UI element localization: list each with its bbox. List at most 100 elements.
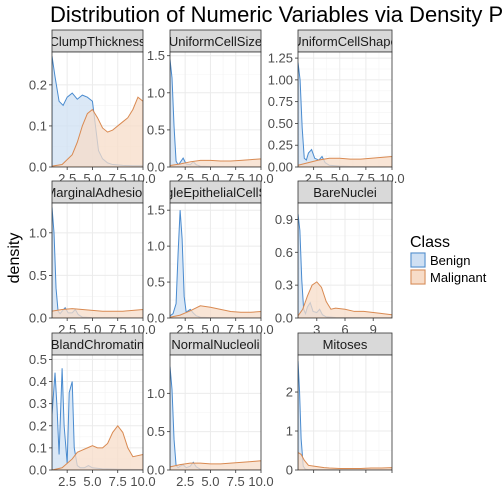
panel-border: [169, 51, 262, 168]
density-malignant: [298, 156, 392, 167]
gridlines: [298, 355, 392, 470]
y-tick-label: 1.0: [147, 386, 165, 401]
y-tick-label: 0.1: [29, 118, 47, 133]
plot-area: [52, 203, 143, 318]
y-tick-label: 0.0: [275, 311, 293, 326]
y-tick-label: 0.5: [147, 424, 165, 439]
y-tick-label: 0.2: [29, 77, 47, 92]
x-tick-label: 9: [370, 322, 377, 337]
y-tick-label: 0.0: [147, 160, 165, 175]
strip-label: Mitoses: [323, 337, 368, 352]
y-tick-label: 0.3: [29, 396, 47, 411]
panel-uniformcellshape: UniformCellShape 0.00 0.25 0.50 0.75 1.00 1.25…: [268, 29, 405, 186]
y-tick-label: 0.5: [147, 122, 165, 137]
legend-title: Class: [410, 234, 450, 251]
y-tick-label: 0.75: [268, 94, 293, 109]
panel-border: [297, 354, 393, 471]
density-malignant: [52, 424, 143, 470]
y-tick-label: 0.9: [275, 212, 293, 227]
x-tick-label: 10.0: [248, 474, 273, 489]
density-malignant: [298, 451, 392, 470]
density-malignant: [298, 281, 392, 318]
chart-title: Distribution of Numeric Variables via De…: [50, 2, 504, 27]
panel-mitoses: Mitoses 0 1 2: [286, 332, 393, 478]
x-tick-label: 10.0: [130, 474, 155, 489]
strip-label: BlandChromatin: [51, 337, 144, 352]
density-areas: [52, 56, 143, 167]
y-tick-label: 1.0: [29, 225, 47, 240]
plot-area: [298, 355, 392, 470]
legend-key-malignant: [410, 269, 426, 285]
density-areas: [52, 368, 143, 470]
gridlines: [52, 203, 143, 318]
gridlines: [170, 52, 261, 167]
strip-label: BareNuclei: [313, 185, 377, 200]
y-tick-label: 0.0: [29, 463, 47, 478]
plot-area: [170, 52, 261, 167]
density-malignant: [52, 96, 143, 167]
y-tick-label: 0.25: [268, 138, 293, 153]
strip-label: SingleEpithelialCellSize: [147, 185, 284, 200]
strip-label: UniformCellSize: [169, 34, 262, 49]
y-tick-label: 2: [286, 385, 293, 400]
x-tick-label: 7.5: [109, 474, 127, 489]
density-malignant: [52, 308, 143, 318]
panel-border: [51, 354, 144, 471]
y-tick-label: 0.5: [29, 268, 47, 283]
panel-border: [51, 51, 144, 168]
x-tick-label: 5.0: [83, 474, 101, 489]
strip-label: MarginalAdhesion: [45, 185, 149, 200]
strip-label: UniformCellShape: [292, 34, 398, 49]
x-tick-label: 2.5: [58, 474, 76, 489]
y-tick-label: 0.4: [29, 374, 47, 389]
gridlines: [170, 203, 261, 318]
strip-label: NormalNucleoli: [171, 337, 259, 352]
y-tick-label: 0.2: [29, 418, 47, 433]
y-tick-label: 0.00: [268, 160, 293, 175]
y-tick-label: 0.0: [147, 463, 165, 478]
y-tick-label: 1: [286, 424, 293, 439]
x-tick-label: 2.5: [176, 474, 194, 489]
x-tick-label: 7.5: [227, 474, 245, 489]
gridlines: [170, 355, 261, 470]
y-tick-label: 0.3: [275, 278, 293, 293]
y-tick-label: 1.0: [147, 85, 165, 100]
y-tick-label: 0.0: [29, 160, 47, 175]
legend: Class Benign Malignant: [410, 234, 487, 285]
x-tick-label: 5.0: [201, 474, 219, 489]
panel-border: [51, 202, 144, 319]
y-axis-title: density: [6, 233, 23, 284]
legend-key-benign: [410, 252, 426, 268]
strip-label: ClumpThickness: [49, 34, 146, 49]
y-tick-label: 1.25: [268, 51, 293, 66]
panel-barenuclei: BareNuclei 0.0 0.3 0.6 0.9 3 6 9: [275, 180, 393, 337]
density-malignant: [170, 460, 261, 470]
panel-border: [297, 51, 393, 168]
y-tick-label: 1.00: [268, 72, 293, 87]
panel-blandchromatin: BlandChromatin 0.0 0.1 0.2 0.3 0.4 0.5 2.5 5.0 7.…: [29, 332, 156, 489]
y-tick-label: 0.1: [29, 440, 47, 455]
density-malignant: [170, 158, 261, 167]
panel-border: [169, 202, 262, 319]
panel-border: [169, 354, 262, 471]
y-tick-label: 0.50: [268, 116, 293, 131]
legend-label-benign: Benign: [430, 253, 470, 268]
y-tick-label: 1.5: [147, 48, 165, 63]
density-malignant: [170, 305, 261, 318]
y-tick-label: 0: [286, 463, 293, 478]
y-tick-label: 0.0: [29, 311, 47, 326]
y-tick-label: 0.5: [29, 352, 47, 367]
x-tick-label: 3: [313, 322, 320, 337]
y-tick-label: 1.5: [147, 203, 165, 218]
y-tick-label: 1.0: [147, 239, 165, 254]
y-tick-label: 0.5: [147, 275, 165, 290]
legend-label-malignant: Malignant: [430, 270, 487, 285]
panel-normalnucleoli: NormalNucleoli 0.0 0.5 1.0 2.5 5.0 7.5 10.0: [147, 332, 274, 489]
y-tick-label: 0.6: [275, 245, 293, 260]
